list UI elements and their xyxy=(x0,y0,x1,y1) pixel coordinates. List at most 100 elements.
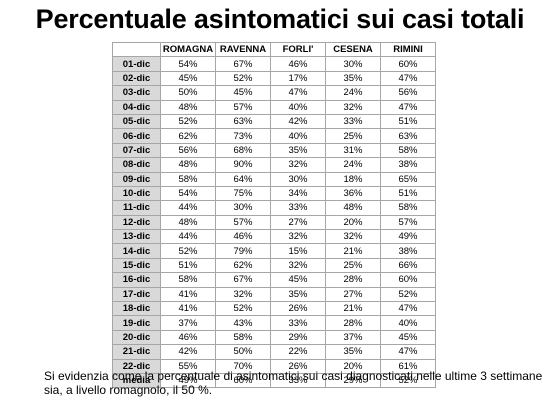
table-cell: 56% xyxy=(380,85,436,101)
table-cell: 48% xyxy=(160,214,216,231)
table-cell: 58% xyxy=(380,142,436,159)
table-cell: 32% xyxy=(270,229,326,245)
table-cell: 65% xyxy=(380,171,436,187)
table-cell: 50% xyxy=(215,344,271,360)
table-cell: 32% xyxy=(325,229,381,245)
table-cell: 48% xyxy=(325,200,381,216)
table-row: 19-dic 37% 43% 33% 28% 40% xyxy=(112,315,436,331)
table-cell: 38% xyxy=(380,243,436,259)
table-cell: 47% xyxy=(380,70,436,87)
table-cell: 67% xyxy=(215,56,271,72)
table-cell: 38% xyxy=(380,157,436,173)
table-cell: 30% xyxy=(270,171,326,187)
row-label: 21-dic xyxy=(112,344,161,360)
table-cell: 48% xyxy=(160,99,216,115)
table-cell: 21% xyxy=(325,243,381,259)
table-row: 01-dic 54% 67% 46% 30% 60% xyxy=(112,56,436,72)
row-label: 09-dic xyxy=(112,171,161,187)
table-row: 02-dic 45% 52% 17% 35% 47% xyxy=(112,70,436,87)
table-cell: 41% xyxy=(160,286,216,303)
table-cell: 56% xyxy=(160,142,216,159)
table-cell: 79% xyxy=(215,243,271,259)
table-cell: 33% xyxy=(325,113,381,130)
table-cell: 40% xyxy=(270,128,326,144)
table-cell: 35% xyxy=(325,344,381,360)
table-cell: 37% xyxy=(160,315,216,331)
table-cell: 52% xyxy=(380,286,436,303)
table-cell: 58% xyxy=(160,272,216,288)
table-cell: 18% xyxy=(325,171,381,187)
table-cell: 75% xyxy=(215,185,271,202)
table-cell: 58% xyxy=(160,171,216,187)
table-cell: 58% xyxy=(380,200,436,216)
table-cell: 45% xyxy=(270,272,326,288)
table-cell: 58% xyxy=(215,329,271,346)
table-row: 16-dic 58% 67% 45% 28% 60% xyxy=(112,272,436,288)
table-header-row: ROMAGNA RAVENNA FORLI' CESENA RIMINI xyxy=(112,41,436,58)
table-cell: 47% xyxy=(380,301,436,317)
table-cell: 54% xyxy=(160,56,216,72)
table-cell: 68% xyxy=(215,142,271,159)
table-cell: 30% xyxy=(325,56,381,72)
table-cell: 28% xyxy=(325,315,381,331)
table-cell: 32% xyxy=(325,99,381,115)
table-cell: 26% xyxy=(270,301,326,317)
row-label: 05-dic xyxy=(112,113,161,130)
table-cell: 51% xyxy=(380,113,436,130)
table-cell: 31% xyxy=(325,142,381,159)
row-label: 13-dic xyxy=(112,229,161,245)
table-cell: 42% xyxy=(160,344,216,360)
footnote-text: Si evidenzia come la percentuale di asin… xyxy=(44,369,543,397)
table-cell: 35% xyxy=(325,70,381,87)
asymptomatic-percentage-table: ROMAGNA RAVENNA FORLI' CESENA RIMINI 01-… xyxy=(112,41,436,389)
slide-title: Percentuale asintomatici sui casi totali xyxy=(35,4,525,34)
table-cell: 20% xyxy=(325,214,381,231)
table-cell: 17% xyxy=(270,70,326,87)
table-cell: 60% xyxy=(380,56,436,72)
table-cell: 44% xyxy=(160,200,216,216)
row-label: 11-dic xyxy=(112,200,161,216)
table-cell: 32% xyxy=(215,286,271,303)
table-cell: 44% xyxy=(160,229,216,245)
table-row: 17-dic 41% 32% 35% 27% 52% xyxy=(112,286,436,303)
table-cell: 25% xyxy=(325,128,381,144)
data-table-container: ROMAGNA RAVENNA FORLI' CESENA RIMINI 01-… xyxy=(112,41,436,389)
table-cell: 51% xyxy=(380,185,436,202)
table-cell: 34% xyxy=(270,185,326,202)
table-cell: 66% xyxy=(380,257,436,274)
table-cell: 62% xyxy=(215,257,271,274)
table-cell: 47% xyxy=(270,85,326,101)
table-cell: 36% xyxy=(325,185,381,202)
table-cell: 52% xyxy=(215,301,271,317)
table-cell: 35% xyxy=(270,142,326,159)
table-cell: 64% xyxy=(215,171,271,187)
table-cell: 62% xyxy=(160,128,216,144)
column-header: FORLI' xyxy=(270,41,326,58)
table-cell: 24% xyxy=(325,157,381,173)
table-row: 09-dic 58% 64% 30% 18% 65% xyxy=(112,171,436,187)
table-cell: 48% xyxy=(160,157,216,173)
table-cell: 25% xyxy=(325,257,381,274)
table-cell: 63% xyxy=(380,128,436,144)
table-cell: 47% xyxy=(380,99,436,115)
row-label: 04-dic xyxy=(112,99,161,115)
table-row: 14-dic 52% 79% 15% 21% 38% xyxy=(112,243,436,259)
table-cell: 67% xyxy=(215,272,271,288)
row-label: 15-dic xyxy=(112,257,161,274)
row-label: 07-dic xyxy=(112,142,161,159)
table-cell: 24% xyxy=(325,85,381,101)
table-cell: 29% xyxy=(325,372,381,389)
table-cell: 57% xyxy=(215,214,271,231)
row-label: 19-dic xyxy=(112,315,161,331)
column-header: RAVENNA xyxy=(215,41,271,58)
table-cell: 37% xyxy=(325,329,381,346)
row-label: 08-dic xyxy=(112,157,161,173)
table-row: 13-dic 44% 46% 32% 32% 49% xyxy=(112,229,436,245)
table-cell: 42% xyxy=(270,113,326,130)
table-cell: 33% xyxy=(270,200,326,216)
table-cell: 40% xyxy=(270,99,326,115)
table-cell: 35% xyxy=(270,286,326,303)
row-label: 18-dic xyxy=(112,301,161,317)
table-cell: 45% xyxy=(160,70,216,87)
row-label: 10-dic xyxy=(112,185,161,202)
